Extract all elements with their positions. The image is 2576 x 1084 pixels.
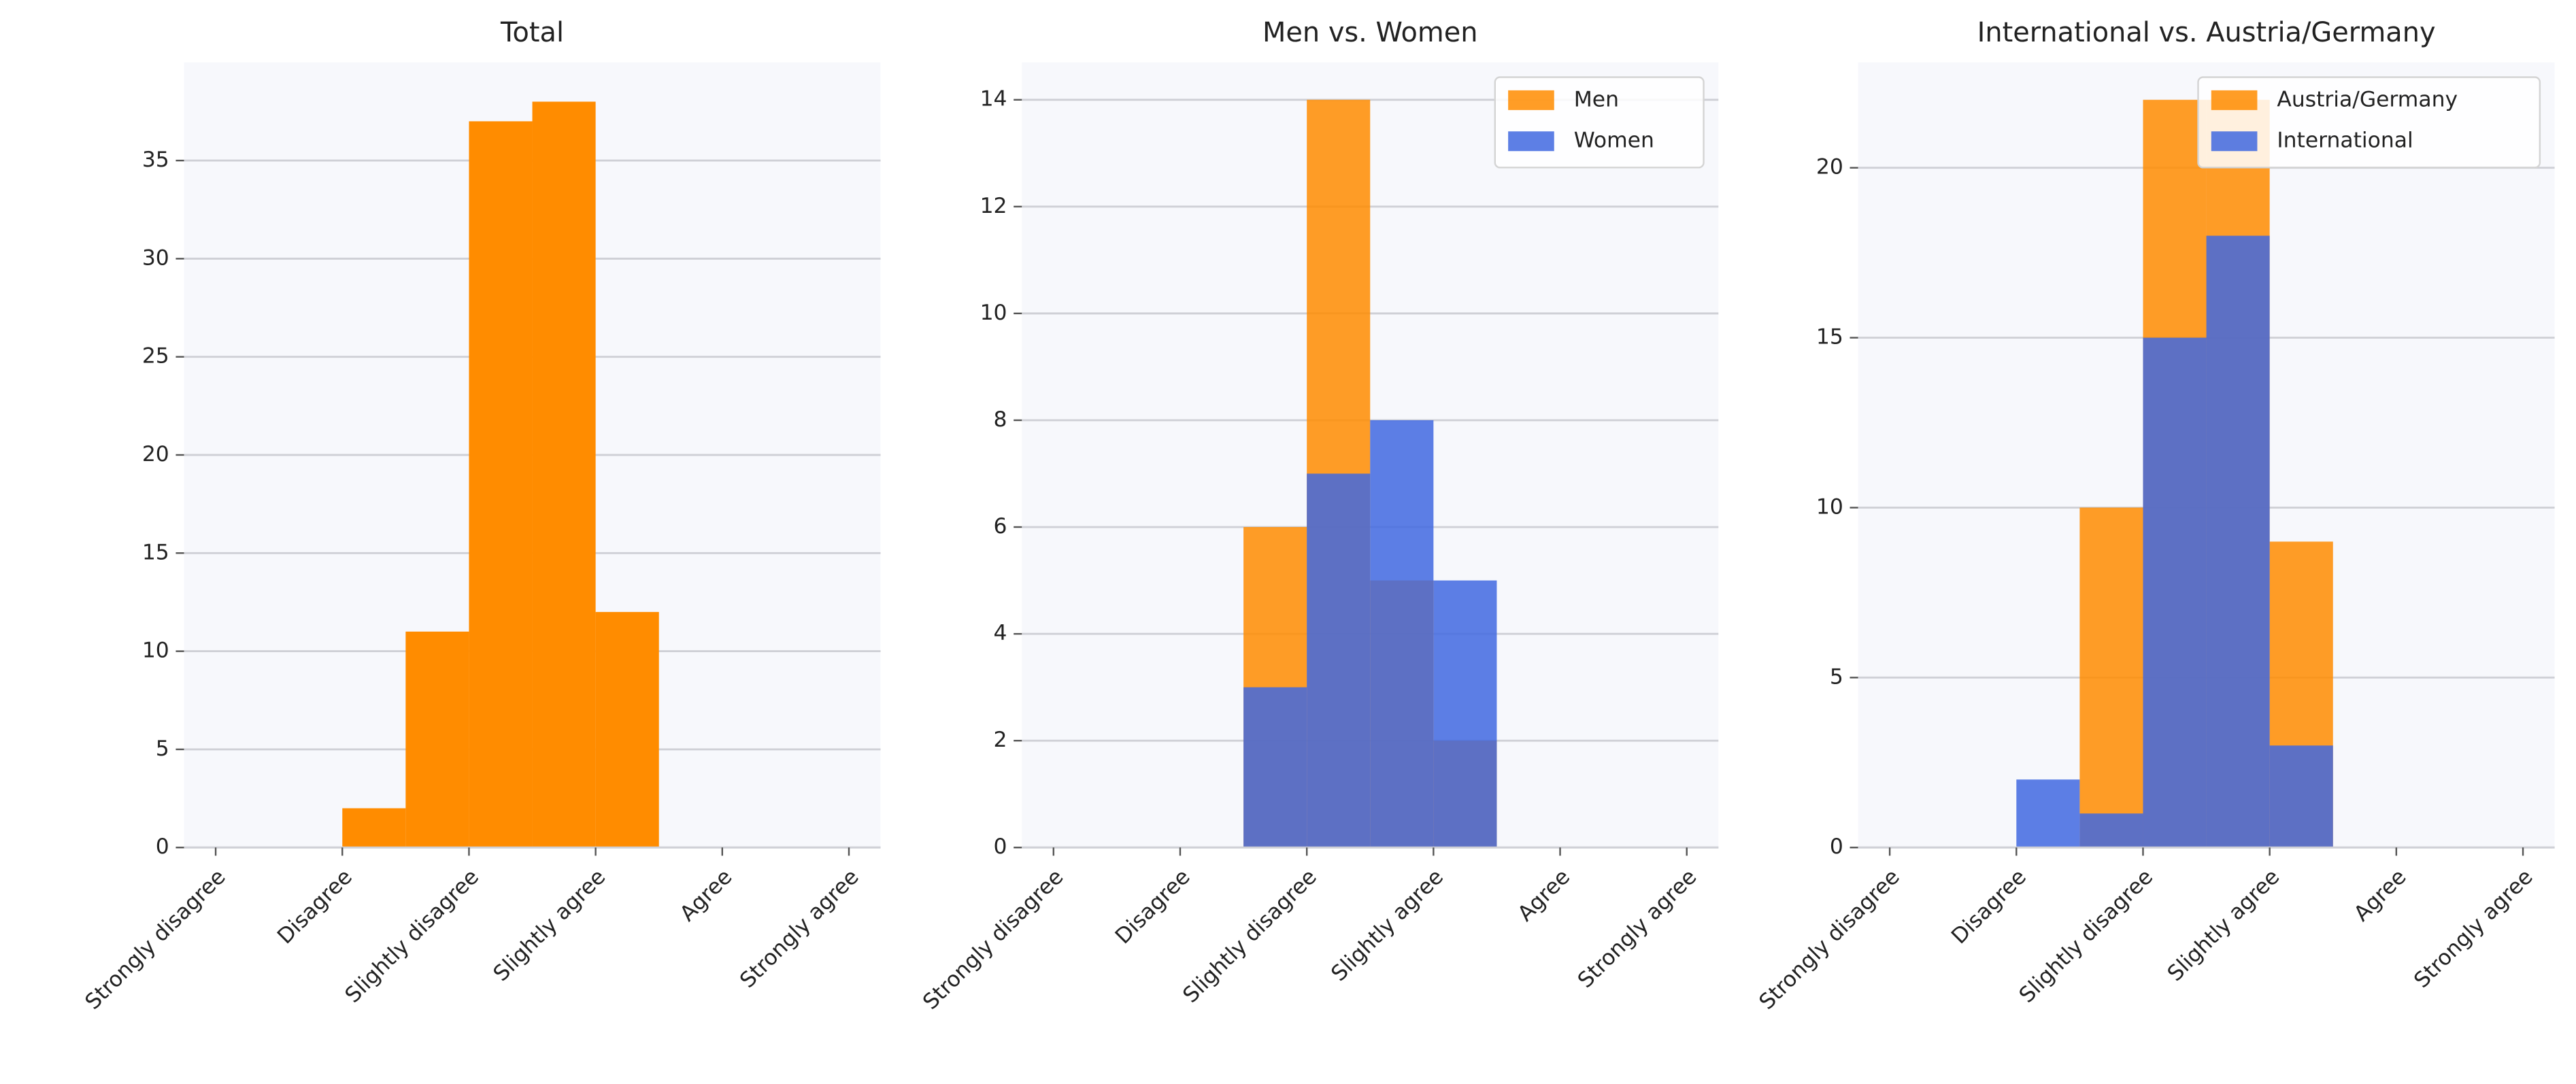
y-tick-label: 10 <box>142 639 169 663</box>
legend-swatch <box>1508 90 1554 110</box>
histogram-bar <box>532 101 596 848</box>
histogram-bar <box>2016 779 2080 848</box>
panel-title: Total <box>500 17 564 48</box>
y-tick-label: 10 <box>980 301 1007 325</box>
histogram-bar <box>469 121 533 848</box>
legend-swatch <box>1508 131 1554 152</box>
panel: Total 0 5 10 15 20 25 30 35 Strongly disagree Disa… <box>80 17 881 1015</box>
histogram-bar <box>2206 235 2270 848</box>
y-tick-label: 6 <box>994 514 1007 539</box>
y-tick-label: 8 <box>994 407 1007 432</box>
legend-swatch <box>2211 90 2258 110</box>
histogram-bar <box>2143 337 2207 848</box>
panel: International vs. Austria/Germany 0 5 10 15 2… <box>1754 17 2555 1015</box>
x-tick-label: Slightly agree <box>2163 864 2285 986</box>
x-tick-label: Strongly agree <box>735 864 864 993</box>
x-tick-label: Disagree <box>1111 864 1195 949</box>
y-tick-label: 0 <box>156 834 169 859</box>
legend-label: Women <box>1574 129 1654 153</box>
x-tick-label: Disagree <box>1947 864 2031 949</box>
histogram-bar <box>342 808 406 848</box>
y-tick-label: 14 <box>980 87 1007 112</box>
histogram-bar <box>1370 420 1434 848</box>
panel-title: International vs. Austria/Germany <box>1977 17 2436 48</box>
x-tick-label: Agree <box>1513 864 1575 926</box>
histogram-bar <box>2079 507 2143 848</box>
x-tick-label: Slightly disagree <box>2015 864 2158 1007</box>
x-tick-label: Strongly disagree <box>1754 864 1904 1014</box>
y-tick-label: 20 <box>142 442 169 467</box>
x-tick-label: Disagree <box>273 864 357 949</box>
y-tick-label: 10 <box>1816 494 1843 519</box>
legend: Austria/Germany International <box>2197 76 2541 169</box>
y-tick-label: 30 <box>142 245 169 270</box>
y-tick-label: 5 <box>1830 664 1843 689</box>
y-tick-label: 2 <box>994 728 1007 752</box>
x-tick-label: Strongly disagree <box>918 864 1068 1014</box>
x-tick-label: Agree <box>2349 864 2411 926</box>
panel-title: Men vs. Women <box>1262 17 1478 48</box>
y-tick-label: 12 <box>980 194 1007 218</box>
y-tick-label: 0 <box>994 834 1007 859</box>
y-tick-label: 0 <box>1830 834 1843 859</box>
x-tick-label: Slightly agree <box>489 864 611 986</box>
y-tick-label: 4 <box>994 621 1007 645</box>
y-tick-label: 35 <box>142 148 169 172</box>
legend-label: Men <box>1574 87 1619 112</box>
y-tick-label: 15 <box>142 540 169 564</box>
histogram-bar <box>1307 473 1371 848</box>
x-tick-label: Slightly disagree <box>341 864 484 1007</box>
x-tick-label: Slightly agree <box>1326 864 1448 986</box>
y-tick-label: 20 <box>1816 155 1843 180</box>
x-tick-label: Strongly agree <box>2409 864 2538 993</box>
legend-box <box>2197 76 2541 169</box>
histogram-bar <box>1243 687 1307 848</box>
panel: Men vs. Women 0 2 4 6 8 10 12 14 Strongly disagre… <box>918 17 1719 1015</box>
x-tick-label: Strongly disagree <box>80 864 230 1014</box>
histogram-bar <box>1433 580 1497 848</box>
x-tick-label: Agree <box>675 864 737 926</box>
histogram-bar <box>2079 813 2143 848</box>
x-tick-label: Strongly agree <box>1573 864 1702 993</box>
histogram-bar <box>595 611 659 848</box>
y-tick-label: 15 <box>1816 325 1843 350</box>
legend-swatch <box>2211 131 2258 152</box>
histogram-bar <box>405 631 469 848</box>
legend-label: Austria/Germany <box>2277 87 2458 112</box>
histogram-bar <box>2269 745 2333 848</box>
y-tick-label: 5 <box>156 736 169 761</box>
legend: Men Women <box>1494 76 1705 169</box>
legend-label: International <box>2277 129 2413 153</box>
x-tick-label: Slightly disagree <box>1178 864 1321 1007</box>
y-tick-label: 25 <box>142 344 169 369</box>
